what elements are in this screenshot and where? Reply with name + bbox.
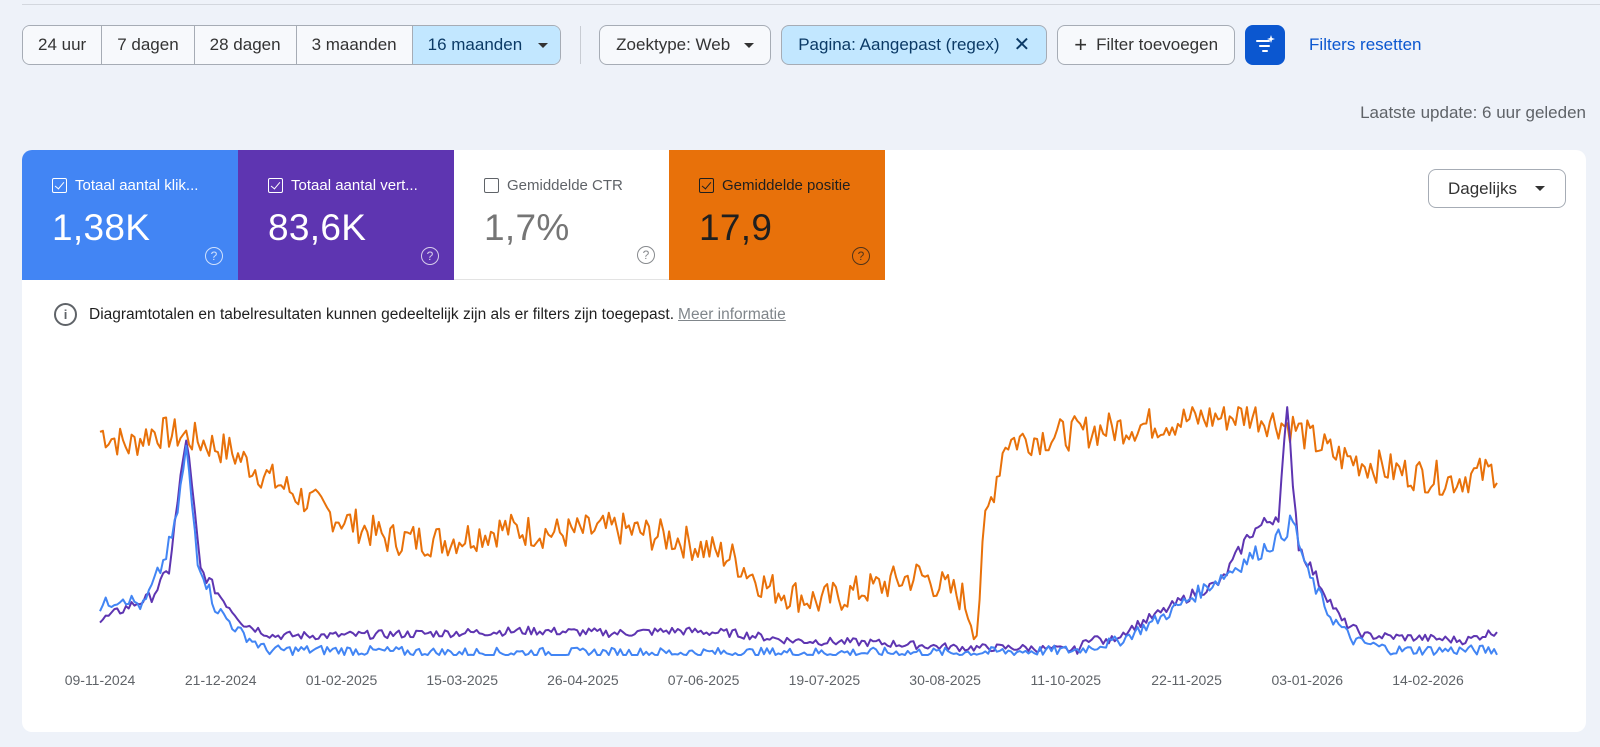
last-update-text: Laatste update: 6 uur geleden (1360, 103, 1586, 122)
filter-settings-button[interactable] (1245, 25, 1286, 65)
help-icon[interactable]: ? (421, 247, 439, 265)
checkbox-checked-icon[interactable] (268, 178, 283, 193)
more-info-link[interactable]: Meer informatie (678, 305, 786, 323)
series-line-0 (99, 406, 1498, 641)
x-tick-label: 15-03-2025 (426, 672, 498, 688)
performance-line-chart: 09-11-2024 21-12-2024 01-02-2025 15-03-2025… (65, 406, 1498, 688)
metric-total-clicks[interactable]: Totaal aantal klik... 1,38K ? (22, 150, 238, 280)
performance-card: Totaal aantal klik... 1,38K ? Totaal aan… (22, 150, 1586, 732)
x-tick-label: 19-07-2025 (789, 672, 861, 688)
metric-value: 17,9 (699, 207, 773, 248)
info-banner: i Diagramtotalen en tabelresultaten kunn… (54, 303, 786, 326)
x-tick-label: 22-11-2025 (1151, 672, 1222, 688)
search-type-filter[interactable]: Zoektype: Web (599, 25, 772, 65)
range-24h[interactable]: 24 uur (23, 26, 103, 64)
metric-total-impressions[interactable]: Totaal aantal vert... 83,6K ? (238, 150, 454, 280)
range-16m-label: 16 maanden (427, 35, 523, 54)
x-tick-label: 03-01-2026 (1271, 672, 1343, 688)
x-tick-label: 21-12-2024 (185, 672, 257, 688)
metric-label: Totaal aantal vert... (291, 177, 418, 194)
metric-average-position[interactable]: Gemiddelde positie 17,9 ? (669, 150, 885, 280)
x-tick-label: 30-08-2025 (909, 672, 981, 688)
top-divider (22, 4, 1600, 5)
range-16m[interactable]: 16 maanden (412, 26, 561, 64)
close-icon[interactable]: ✕ (1013, 34, 1031, 56)
filter-bar: 24 uur 7 dagen 28 dagen 3 maanden 16 maa… (22, 25, 1421, 65)
metric-label: Gemiddelde positie (722, 177, 851, 194)
chevron-down-icon (744, 42, 755, 48)
x-tick-label: 07-06-2025 (668, 672, 740, 688)
granularity-dropdown[interactable]: Dagelijks (1428, 169, 1566, 208)
range-3m[interactable]: 3 maanden (296, 26, 413, 64)
filter-sparkle-icon (1256, 35, 1276, 52)
series-line-2 (99, 444, 1498, 656)
x-tick-label: 09-11-2024 (65, 672, 136, 688)
chevron-down-icon (1534, 186, 1545, 191)
info-text: Diagramtotalen en tabelresultaten kunnen… (89, 305, 675, 323)
metric-label: Totaal aantal klik... (75, 177, 199, 194)
series-line-1 (99, 406, 1498, 655)
add-filter-button[interactable]: + Filter toevoegen (1057, 25, 1236, 65)
metric-label-row: Totaal aantal klik... (52, 177, 238, 194)
page-filter-chip[interactable]: Pagina: Aangepast (regex) ✕ (781, 25, 1048, 65)
checkbox-unchecked-icon[interactable] (484, 178, 499, 193)
reset-filters-link[interactable]: Filters resetten (1309, 35, 1422, 54)
metric-label-row: Gemiddelde CTR (484, 177, 670, 194)
filter-divider (580, 26, 582, 64)
metric-label-row: Gemiddelde positie (699, 177, 885, 194)
x-tick-label: 26-04-2025 (547, 672, 619, 688)
granularity-label: Dagelijks (1448, 178, 1517, 198)
metric-value: 1,38K (52, 207, 151, 248)
metric-label-row: Totaal aantal vert... (268, 177, 454, 194)
add-filter-label: Filter toevoegen (1096, 35, 1219, 54)
help-icon[interactable]: ? (205, 247, 223, 265)
search-type-label: Zoektype: Web (616, 35, 731, 54)
info-icon: i (54, 303, 77, 326)
page-filter-label: Pagina: Aangepast (regex) (798, 35, 1000, 54)
chevron-down-icon (538, 42, 549, 48)
help-icon[interactable]: ? (852, 247, 870, 265)
x-tick-label: 11-10-2025 (1031, 672, 1102, 688)
checkbox-checked-icon[interactable] (52, 178, 67, 193)
metric-label: Gemiddelde CTR (507, 177, 623, 194)
checkbox-checked-icon[interactable] (699, 178, 714, 193)
metric-value: 83,6K (268, 207, 367, 248)
date-range-selector: 24 uur 7 dagen 28 dagen 3 maanden 16 maa… (22, 25, 562, 65)
range-7d[interactable]: 7 dagen (102, 26, 195, 64)
x-tick-label: 14-02-2026 (1392, 672, 1464, 688)
x-tick-label: 01-02-2025 (306, 672, 378, 688)
plus-icon: + (1074, 32, 1088, 57)
range-28d[interactable]: 28 dagen (194, 26, 297, 64)
metric-average-ctr[interactable]: Gemiddelde CTR 1,7% ? (454, 150, 670, 280)
metric-value: 1,7% (484, 207, 570, 248)
help-icon[interactable]: ? (637, 246, 655, 264)
